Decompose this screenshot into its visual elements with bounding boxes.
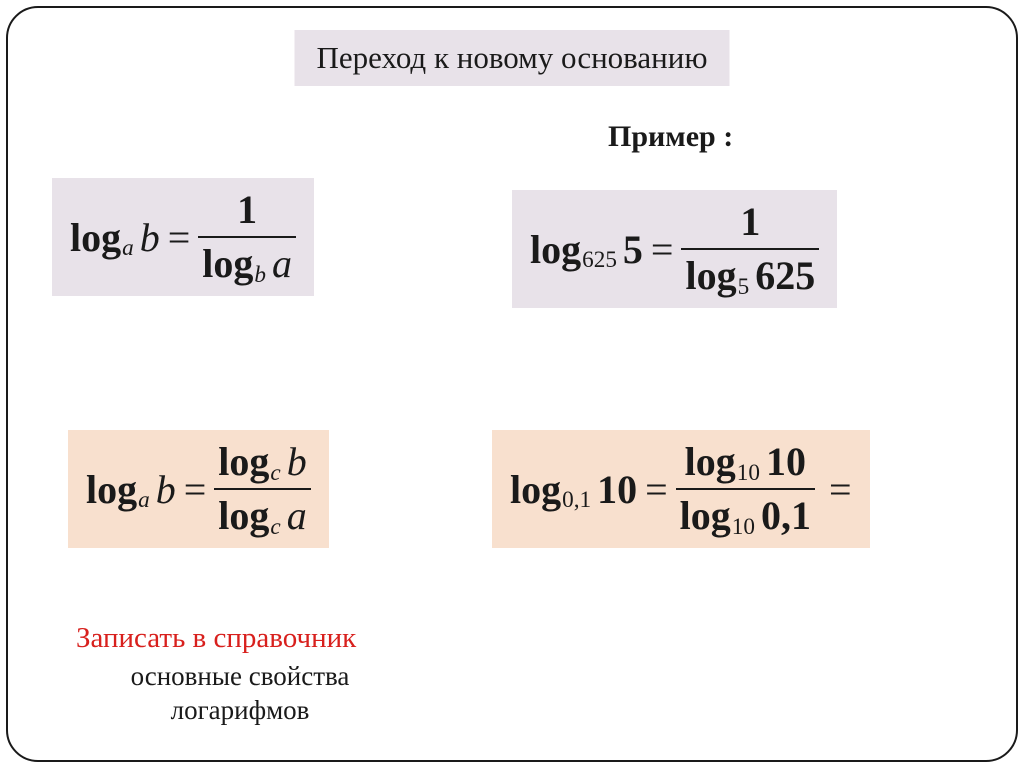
log-10-01: log 10 0,1 [680,496,811,536]
log-10-10: log 10 10 [685,442,806,482]
log-c-b: log c b [218,442,306,482]
log-01-10: log 0,1 10 [510,466,637,513]
trailing-equals: = [829,466,852,513]
equals-sign: = [184,466,207,513]
log-a-b: log a b [86,466,176,513]
equals-sign: = [645,466,668,513]
example-label: Пример : [608,120,733,154]
log-a-b: log a b [70,214,160,261]
formula-reciprocal: log a b = 1 log b a [52,178,314,296]
formula-reciprocal-example: log 625 5 = 1 log 5 625 [512,190,837,308]
formula-change-of-base-example: log 0,1 10 = log 10 10 log 10 0, [492,430,870,548]
log-5-625: log 5 625 [685,256,815,296]
note-black: основные свойства логарифмов [100,660,380,728]
slide-title: Переход к новому основанию [295,30,730,86]
log-625-5: log 625 5 [530,226,643,273]
slide-frame: Переход к новому основанию Пример : log … [6,6,1018,762]
equals-sign: = [651,226,674,273]
formula-change-of-base: log a b = log c b log c a [68,430,329,548]
note-red: Записать в справочник [76,622,356,655]
fraction: 1 log b a [198,190,296,284]
fraction: log c b log c a [214,442,310,536]
log-b-a: log b a [202,244,292,284]
fraction: log 10 10 log 10 0,1 [676,442,815,536]
log-c-a: log c a [218,496,306,536]
fraction: 1 log 5 625 [681,202,819,296]
equals-sign: = [168,214,191,261]
